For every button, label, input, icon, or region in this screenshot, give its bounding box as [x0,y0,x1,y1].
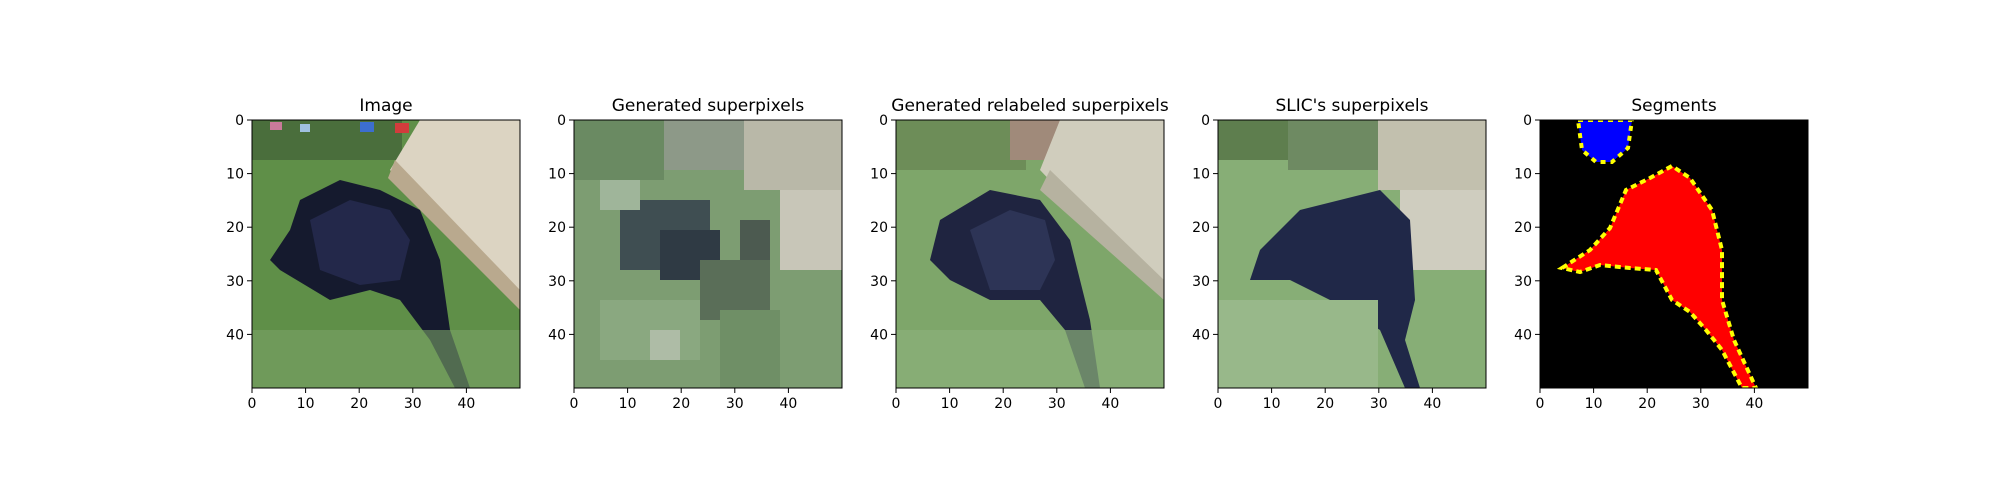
superpixel-grid-icon [1218,120,1486,388]
y-tick-label: 0 [1523,113,1532,129]
panel-title: Segments [1631,96,1717,116]
axes-frame [251,119,521,389]
panel-segments: Segments [1539,96,1809,389]
x-tick-label: 0 [570,396,579,412]
x-tick-label: 40 [1423,396,1441,412]
y-tick-label: 40 [548,327,566,343]
segment-dog [1556,163,1759,388]
x-tick-label: 30 [404,396,422,412]
y-tick-label: 10 [1514,167,1532,183]
x-tick-label: 10 [1263,396,1281,412]
panel-slic: SLIC's superpixels [1217,96,1487,389]
x-tick-label: 30 [726,396,744,412]
x-tick-label: 10 [297,396,315,412]
y-tick-label: 0 [1201,113,1210,129]
y-tick-label: 0 [557,113,566,129]
x-tick-label: 10 [619,396,637,412]
y-tick-label: 10 [1192,167,1210,183]
y-tick-label: 30 [548,274,566,290]
y-tick-label: 40 [1192,327,1210,343]
y-tick-label: 40 [226,327,244,343]
x-tick-label: 20 [350,396,368,412]
y-tick-label: 20 [870,220,888,236]
y-tick-label: 20 [1192,220,1210,236]
panel-title: Image [359,96,412,116]
x-tick-label: 10 [1585,396,1603,412]
x-tick-label: 10 [941,396,959,412]
y-tick-label: 0 [879,113,888,129]
axes-frame [895,119,1165,389]
x-tick-label: 20 [1316,396,1334,412]
panel-relabeled: Generated relabeled superpixels [891,96,1169,389]
x-tick-label: 20 [1638,396,1656,412]
y-tick-label: 30 [226,274,244,290]
axes-frame [573,119,843,389]
ticks-layer: 0 10 20 30 40 0 10 20 30 40 0 10 20 30 40 0 10 20 30 40 0 10 2… [226,113,1763,412]
panel-image: Image [251,96,521,389]
x-tick-label: 20 [994,396,1012,412]
x-tick-label: 40 [457,396,475,412]
y-tick-label: 20 [548,220,566,236]
x-tick-label: 20 [672,396,690,412]
y-tick-label: 30 [1514,274,1532,290]
dog-photo-icon [252,120,520,388]
x-tick-label: 40 [1101,396,1119,412]
y-tick-label: 30 [870,274,888,290]
segment-small [1575,120,1635,164]
axes-frame [1217,119,1487,389]
x-tick-label: 0 [1536,396,1545,412]
segment-mask-icon [1540,120,1808,388]
y-tick-label: 10 [226,167,244,183]
x-tick-label: 30 [1692,396,1710,412]
y-tick-label: 20 [1514,220,1532,236]
axes-frame [1539,119,1809,389]
panel-title: Generated relabeled superpixels [891,96,1169,116]
x-tick-label: 0 [248,396,257,412]
x-tick-label: 0 [892,396,901,412]
superpixel-grid-icon [896,120,1164,388]
y-tick-label: 10 [548,167,566,183]
x-tick-label: 30 [1048,396,1066,412]
panel-generated: Generated superpixels [573,96,843,389]
y-tick-label: 30 [1192,274,1210,290]
x-tick-label: 40 [1745,396,1763,412]
x-tick-label: 40 [779,396,797,412]
panel-title: Generated superpixels [612,96,805,116]
x-tick-label: 0 [1214,396,1223,412]
y-tick-label: 20 [226,220,244,236]
y-tick-label: 40 [1514,327,1532,343]
y-tick-label: 40 [870,327,888,343]
y-tick-label: 10 [870,167,888,183]
superpixel-grid-icon [574,120,842,388]
x-tick-label: 30 [1370,396,1388,412]
y-tick-label: 0 [235,113,244,129]
panel-title: SLIC's superpixels [1275,96,1428,116]
